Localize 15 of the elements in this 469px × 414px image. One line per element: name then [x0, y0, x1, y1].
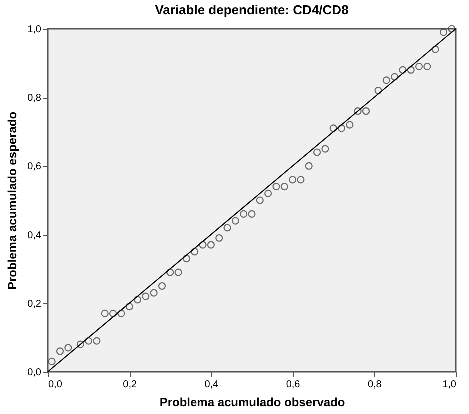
- x-tick-label: 0,8: [368, 380, 382, 390]
- y-tick-label: 0,4: [28, 230, 42, 242]
- y-tick-label: 0,0: [28, 368, 42, 378]
- x-tick-label: 1,0: [442, 380, 457, 390]
- y-tick-label: 1,0: [28, 24, 42, 36]
- y-tick-label: 0,8: [28, 93, 42, 104]
- y-tick-label: 0,6: [28, 162, 42, 173]
- chart-title: Variable dependiente: CD4/CD8: [155, 2, 349, 18]
- y-axis-title: Problema acumulado esperado: [6, 112, 20, 290]
- y-tick-label: 0,2: [28, 298, 42, 310]
- x-tick-label: 0,4: [204, 380, 220, 390]
- x-tick-label: 0,6: [286, 380, 301, 390]
- x-tick-label: 0,0: [48, 380, 63, 390]
- x-axis-title: Problema acumulado observado: [160, 396, 346, 410]
- x-tick-label: 0,2: [123, 380, 138, 390]
